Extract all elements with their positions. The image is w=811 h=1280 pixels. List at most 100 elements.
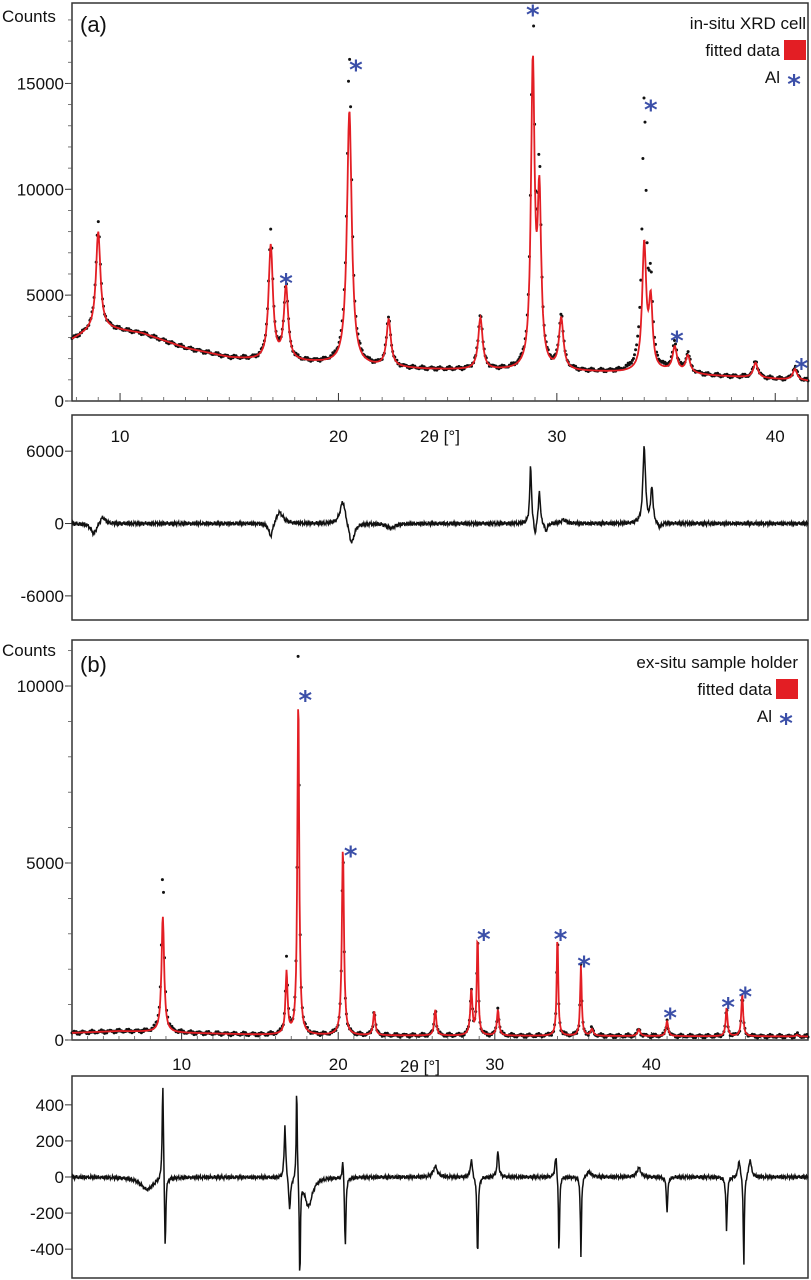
diff-y-tick-label: 0 [55,1168,64,1187]
observed-point [256,1034,260,1038]
y-tick-label: 0 [55,1031,64,1050]
observed-point [639,278,643,282]
observed-point [805,376,809,380]
observed-point [496,1006,500,1010]
x-axis-title: 2θ [°] [420,427,460,446]
fitted-data-line [71,709,808,1038]
al-marker: * [795,354,809,384]
y-tick-label: 10000 [17,677,64,696]
observed-point [216,1030,220,1034]
x-tick-label: 30 [485,1055,504,1074]
observed-point [349,105,353,109]
observed-data-series [70,654,810,1040]
observed-point [686,350,690,354]
al-marker: * [554,925,568,955]
observed-point [647,268,651,272]
y-tick-label: 15000 [17,74,64,93]
observed-point [642,96,646,100]
observed-point [793,364,797,368]
observed-point [805,1033,809,1036]
plot-frame [71,2,809,402]
diff-y-tick-label: 400 [36,1096,64,1115]
al-marker: * [577,951,591,981]
observed-point [368,356,372,360]
diff-y-tick-label: -200 [30,1204,64,1223]
legend-title: in-situ XRD cell [690,14,806,33]
observed-point [641,157,645,160]
x-tick-label: 20 [329,427,348,446]
y-tick-label: 0 [55,392,64,411]
observed-point [796,1031,799,1035]
observed-point [638,305,642,309]
observed-point [537,152,541,156]
legend-al-marker: * [779,709,793,739]
al-marker: * [670,326,684,356]
observed-point [633,353,636,357]
observed-point [574,364,578,368]
observed-point [387,315,390,319]
legend-fit-swatch [776,679,798,699]
observed-point [179,1028,183,1032]
x-tick-label: 20 [329,1055,348,1074]
diff-y-tick-label: -400 [30,1240,64,1259]
observed-point [636,334,640,338]
x-tick-label: 10 [111,427,130,446]
al-marker: * [739,983,753,1013]
diff-y-tick-label: 200 [36,1132,64,1151]
al-marker: * [644,96,658,126]
plot-frame [71,639,809,1041]
observed-point [643,120,647,124]
observed-point [637,325,641,329]
difference-line [71,1087,809,1271]
observed-point [77,1032,81,1036]
observed-point [306,356,309,360]
x-tick-label: 10 [172,1055,191,1074]
observed-point [644,188,648,192]
difference-line [71,446,809,544]
observed-point [674,342,677,346]
observed-point [649,270,653,274]
al-marker: * [279,269,293,299]
legend-fit-label: fitted data [697,680,772,699]
observed-point [347,79,350,83]
x-axis-title: 2θ [°] [400,1057,440,1076]
al-marker: * [526,0,540,30]
observed-point [632,357,635,360]
legend-fit-label: fitted data [705,41,780,60]
difference-frame [71,414,809,621]
observed-point [285,954,288,958]
observed-point [648,261,652,265]
observed-point [579,962,583,966]
legend-al-label: Al [765,68,780,87]
observed-data-series [70,24,810,383]
panel-b-difference: -400 -200 0 200 400 [30,1075,809,1279]
legend-al-marker: * [787,70,801,100]
al-marker: * [721,993,735,1023]
al-marker: * [299,686,313,716]
diff-y-tick-label: 0 [55,515,64,534]
legend-al-label: Al [757,707,772,726]
y-tick-label: 5000 [26,286,64,305]
observed-point [532,24,536,28]
observed-point [538,165,542,168]
legend-fit-swatch [784,40,806,60]
observed-point [640,227,644,231]
observed-point [635,343,639,347]
observed-point [296,654,300,658]
observed-point [269,227,273,231]
observed-point [162,890,165,894]
observed-point [348,57,352,61]
fitted-data-line [71,55,808,382]
panel-label: (b) [80,652,107,677]
x-tick-label: 30 [547,427,566,446]
observed-point [96,220,100,224]
y-tick-label: 5000 [26,854,64,873]
observed-point [629,361,633,365]
y-axis-title: Counts [2,641,56,660]
panel-label: (a) [80,12,107,37]
al-marker: * [663,1003,677,1033]
diff-y-tick-label: 6000 [26,442,64,461]
